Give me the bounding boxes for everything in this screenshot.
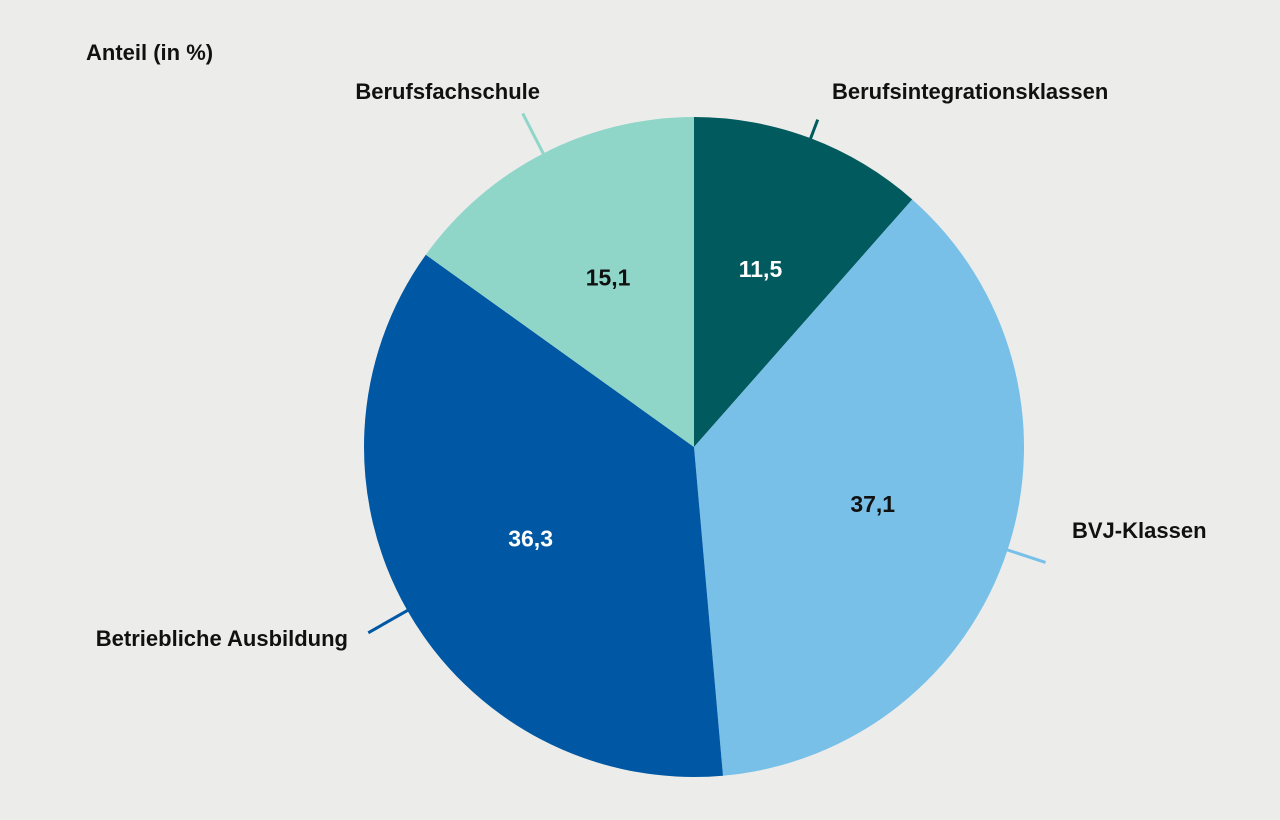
leader-line-berufsintegrationsklassen [807, 119, 820, 144]
pie-slices [363, 117, 1024, 778]
value-label-betriebliche-ausbildung: 36,3 [508, 525, 553, 551]
leader-lines [367, 112, 1046, 635]
category-labels: Berufsintegrationsklassen BVJ-Klassen Betr… [96, 79, 1207, 651]
category-label-bvj-klassen: BVJ-Klassen [1072, 518, 1207, 543]
pie-slice-berufsfachschule [425, 117, 694, 447]
value-labels: 11,5 37,1 36,3 15,1 [508, 256, 895, 551]
pie-slice-betriebliche-ausbildung [363, 254, 723, 778]
category-label-berufsfachschule: Berufsfachschule [355, 79, 540, 104]
unit-label: Anteil (in %) [86, 40, 213, 65]
pie-slice-berufsintegrationsklassen [694, 117, 913, 447]
pie-slice-bvj-klassen [694, 199, 1024, 776]
value-label-berufsfachschule: 15,1 [586, 265, 631, 291]
leader-line-bvj-klassen [1002, 546, 1046, 564]
leader-line-betriebliche-ausbildung [367, 606, 413, 635]
category-label-berufsintegrationsklassen: Berufsintegrationsklassen [832, 79, 1108, 104]
value-label-bvj-klassen: 37,1 [850, 491, 895, 517]
value-label-berufsintegrationsklassen: 11,5 [739, 256, 783, 282]
category-label-betriebliche-ausbildung: Betriebliche Ausbildung [96, 626, 348, 651]
leader-line-berufsfachschule [521, 112, 547, 159]
